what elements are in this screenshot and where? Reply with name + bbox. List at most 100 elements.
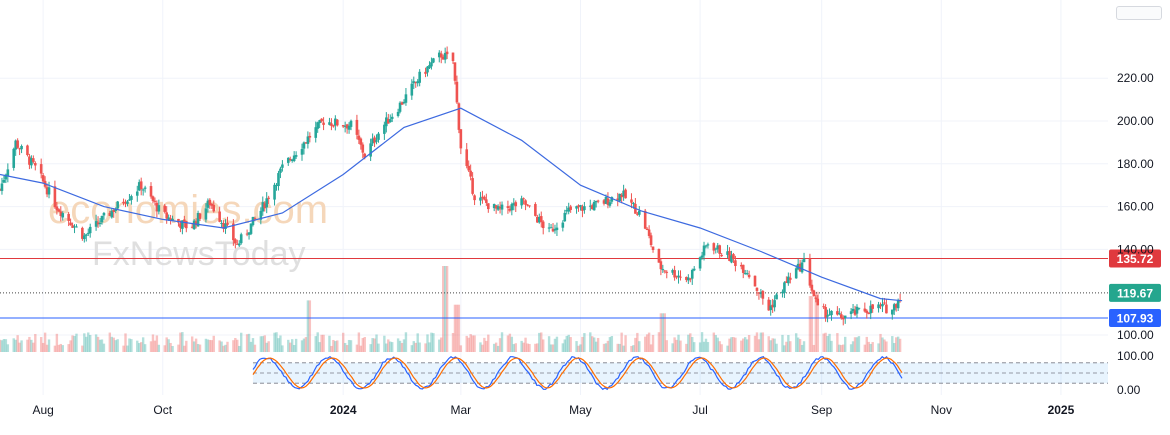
candle-body-189 [514, 202, 518, 207]
volume-bar-187 [510, 336, 514, 352]
volume-bar-259 [706, 342, 710, 352]
volume-bar-134 [363, 337, 366, 352]
volume-bar-247 [675, 339, 678, 352]
candle-body-166 [453, 62, 457, 81]
candle-body-72 [194, 221, 198, 226]
candle-body-12 [30, 158, 33, 166]
volume-bar-84 [226, 341, 229, 352]
volume-bar-196 [536, 343, 539, 352]
candle-body-298 [814, 297, 818, 299]
candle-body-265 [726, 251, 729, 255]
candle-body-291 [796, 263, 800, 270]
volume-bar-93 [251, 338, 255, 352]
candle-body-7 [16, 140, 19, 148]
candle-body-284 [775, 294, 778, 300]
candle-body-309 [843, 315, 847, 318]
volume-bar-109 [294, 338, 298, 352]
candle-body-57 [153, 200, 157, 202]
volume-bar-98 [265, 342, 268, 352]
candle-body-177 [483, 196, 486, 200]
volume-bar-61 [165, 337, 168, 352]
stochastic-tick-label-0: 100.00 [1117, 349, 1154, 363]
candle-body-130 [355, 119, 359, 135]
candle-body-315 [863, 308, 867, 312]
price-tick-label-3: 160.00 [1117, 200, 1154, 214]
candle-body-163 [443, 52, 447, 60]
volume-bar-107 [290, 339, 294, 352]
candle-body-183 [498, 206, 502, 209]
candle-body-209 [569, 206, 572, 210]
volume-bar-313 [855, 337, 859, 352]
volume-bar-2 [2, 339, 6, 352]
volume-bar-167 [455, 304, 459, 352]
candle-body-202 [551, 228, 555, 232]
candle-body-46 [124, 202, 127, 204]
volume-bar-207 [565, 335, 568, 352]
volume-bar-146 [398, 340, 402, 352]
candle-body-201 [549, 227, 553, 229]
volume-bar-132 [359, 345, 363, 352]
volume-bar-269 [734, 337, 737, 352]
candle-body-197 [537, 216, 541, 223]
time-tick-label-3: Mar [451, 403, 472, 417]
candle-body-264 [720, 255, 723, 257]
candle-body-263 [718, 245, 722, 254]
volume-bar-174 [473, 335, 476, 352]
candle-body-111 [302, 142, 306, 149]
volume-bar-211 [577, 345, 580, 352]
volume-bar-75 [204, 338, 208, 352]
volume-bar-88 [238, 345, 241, 352]
candle-body-323 [883, 302, 886, 304]
candle-body-158 [430, 62, 433, 67]
volume-bar-320 [877, 343, 880, 352]
candle-body-146 [398, 102, 402, 112]
candle-body-141 [385, 117, 388, 127]
candle-body-186 [508, 208, 512, 211]
candle-body-47 [126, 201, 129, 204]
volume-bar-99 [267, 341, 270, 352]
candle-body-98 [265, 198, 269, 208]
candle-body-121 [330, 123, 333, 126]
candle-body-35 [94, 221, 98, 227]
volume-bar-200 [547, 336, 551, 352]
volume-bar-324 [885, 341, 888, 352]
candle-body-277 [757, 292, 761, 294]
candle-body-302 [826, 315, 829, 317]
volume-bar-145 [396, 338, 400, 352]
candle-body-132 [359, 138, 363, 145]
volume-bar-76 [206, 339, 210, 352]
volume-bar-289 [789, 341, 792, 352]
volume-bar-243 [663, 313, 666, 352]
volume-bar-7 [16, 335, 19, 352]
volume-bar-66 [179, 332, 182, 352]
candle-body-303 [828, 314, 831, 316]
volume-bar-249 [679, 340, 682, 352]
volume-bar-108 [292, 345, 296, 352]
chart-settings-button[interactable] [1116, 6, 1162, 20]
volume-bar-170 [465, 335, 468, 352]
candle-body-134 [363, 153, 367, 158]
volume-bar-319 [871, 342, 874, 352]
candle-body-13 [32, 158, 35, 162]
volume-bar-186 [508, 333, 512, 352]
time-tick-label-7: Nov [931, 403, 952, 417]
candle-body-212 [579, 205, 582, 207]
candle-body-229 [624, 189, 627, 199]
volume-bar-326 [893, 343, 896, 352]
candle-body-73 [196, 212, 200, 227]
volume-bar-130 [355, 344, 359, 352]
volume-bar-144 [391, 342, 394, 352]
candle-body-294 [802, 258, 806, 263]
volume-bar-235 [643, 336, 647, 352]
candle-body-88 [237, 243, 241, 246]
volume-bar-184 [500, 332, 504, 352]
volume-bar-233 [636, 332, 639, 352]
volume-bar-51 [138, 343, 141, 352]
volume-bar-17 [43, 332, 47, 352]
candle-body-289 [789, 277, 792, 280]
volume-bar-257 [702, 341, 706, 352]
volume-bar-206 [563, 339, 566, 352]
volume-bar-163 [443, 266, 447, 352]
